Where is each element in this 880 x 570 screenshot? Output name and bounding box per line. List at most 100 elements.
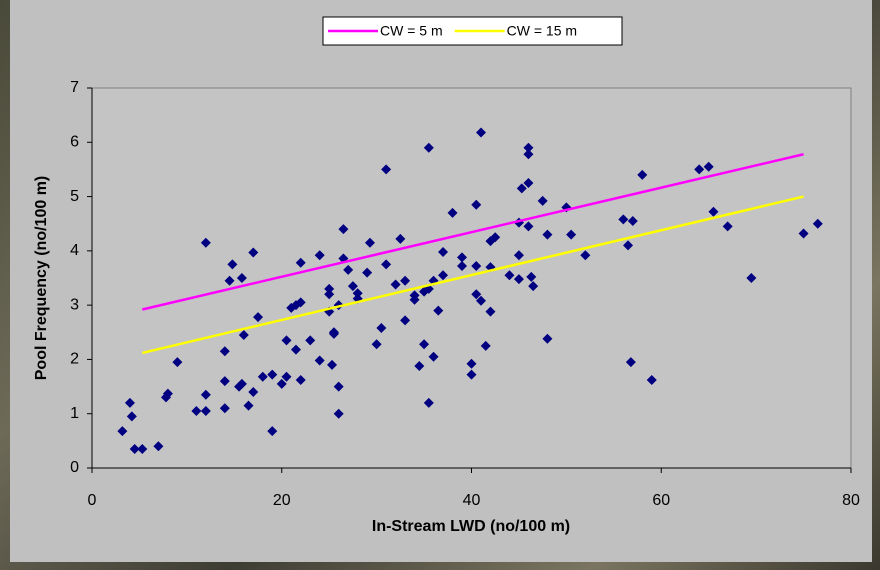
y-tick-label: 7 — [70, 79, 79, 96]
point — [485, 306, 496, 317]
point — [438, 246, 449, 257]
point — [352, 288, 363, 299]
point — [238, 330, 249, 340]
x-tick-label: 80 — [842, 492, 860, 509]
point — [537, 195, 548, 206]
point — [523, 149, 534, 160]
point — [191, 406, 202, 416]
point — [475, 127, 486, 138]
point — [746, 273, 757, 283]
point — [219, 376, 230, 387]
point — [812, 218, 823, 229]
point — [295, 297, 306, 308]
point — [523, 178, 534, 188]
point — [438, 270, 449, 281]
point — [471, 289, 482, 300]
point — [447, 207, 458, 218]
point — [248, 247, 259, 258]
point — [347, 281, 358, 292]
point — [362, 267, 373, 278]
point — [172, 357, 183, 368]
y-axis-title: Pool Frequency (no/100 m) — [33, 176, 50, 380]
y-tick-label: 3 — [70, 296, 79, 313]
point — [466, 369, 477, 380]
point — [395, 233, 406, 244]
y-tick-label: 4 — [70, 242, 79, 259]
x-tick-label: 20 — [273, 492, 291, 509]
point — [236, 273, 247, 283]
point — [471, 199, 482, 210]
point — [566, 229, 577, 240]
point — [513, 250, 524, 261]
point — [343, 264, 354, 275]
point — [324, 283, 335, 294]
point — [580, 250, 591, 261]
point — [267, 369, 278, 380]
point — [703, 161, 714, 172]
legend-label: CW = 15 m — [507, 23, 577, 39]
point — [708, 206, 719, 217]
point — [400, 275, 411, 286]
point — [219, 403, 230, 414]
point — [295, 257, 306, 268]
trend-line — [141, 195, 804, 355]
x-tick-label: 40 — [463, 492, 481, 509]
point — [200, 237, 211, 248]
point — [371, 339, 382, 350]
y-tick-label: 5 — [70, 188, 79, 205]
point — [457, 252, 468, 263]
point — [290, 344, 301, 355]
point — [625, 357, 636, 368]
point — [253, 312, 264, 323]
point — [428, 351, 439, 362]
point — [305, 335, 316, 346]
point — [376, 322, 387, 333]
point — [327, 359, 338, 370]
y-tick-label: 1 — [70, 405, 79, 422]
y-tick-label: 6 — [70, 134, 79, 151]
x-axis-title: In-Stream LWD (no/100 m) — [372, 518, 570, 535]
point — [400, 315, 411, 326]
point — [457, 261, 468, 272]
point — [480, 340, 491, 351]
point — [523, 221, 534, 232]
point — [328, 328, 339, 339]
point — [257, 371, 268, 382]
point — [504, 270, 515, 281]
point — [281, 371, 292, 382]
point — [126, 411, 137, 422]
point — [490, 232, 501, 243]
y-tick-label: 0 — [70, 459, 79, 476]
point — [722, 221, 733, 232]
point — [219, 346, 230, 357]
point — [129, 444, 140, 454]
point — [627, 216, 638, 226]
point — [314, 250, 325, 261]
y-tick-label: 2 — [70, 351, 79, 368]
point — [295, 375, 306, 386]
point — [523, 142, 534, 153]
plot-area — [91, 87, 852, 469]
point — [694, 164, 705, 175]
point — [200, 389, 211, 400]
point — [513, 274, 524, 285]
point — [466, 358, 477, 369]
point — [153, 441, 164, 452]
trend-line — [141, 153, 804, 311]
point — [646, 375, 657, 386]
point — [124, 397, 135, 408]
point — [798, 228, 809, 239]
point — [227, 259, 238, 270]
point — [248, 387, 259, 397]
point — [333, 408, 344, 419]
point — [542, 333, 553, 344]
point — [475, 295, 486, 306]
point — [338, 224, 349, 235]
point — [324, 289, 335, 300]
point — [162, 388, 173, 399]
point — [236, 378, 247, 389]
point — [224, 275, 235, 286]
point — [314, 355, 325, 366]
point — [542, 229, 553, 240]
